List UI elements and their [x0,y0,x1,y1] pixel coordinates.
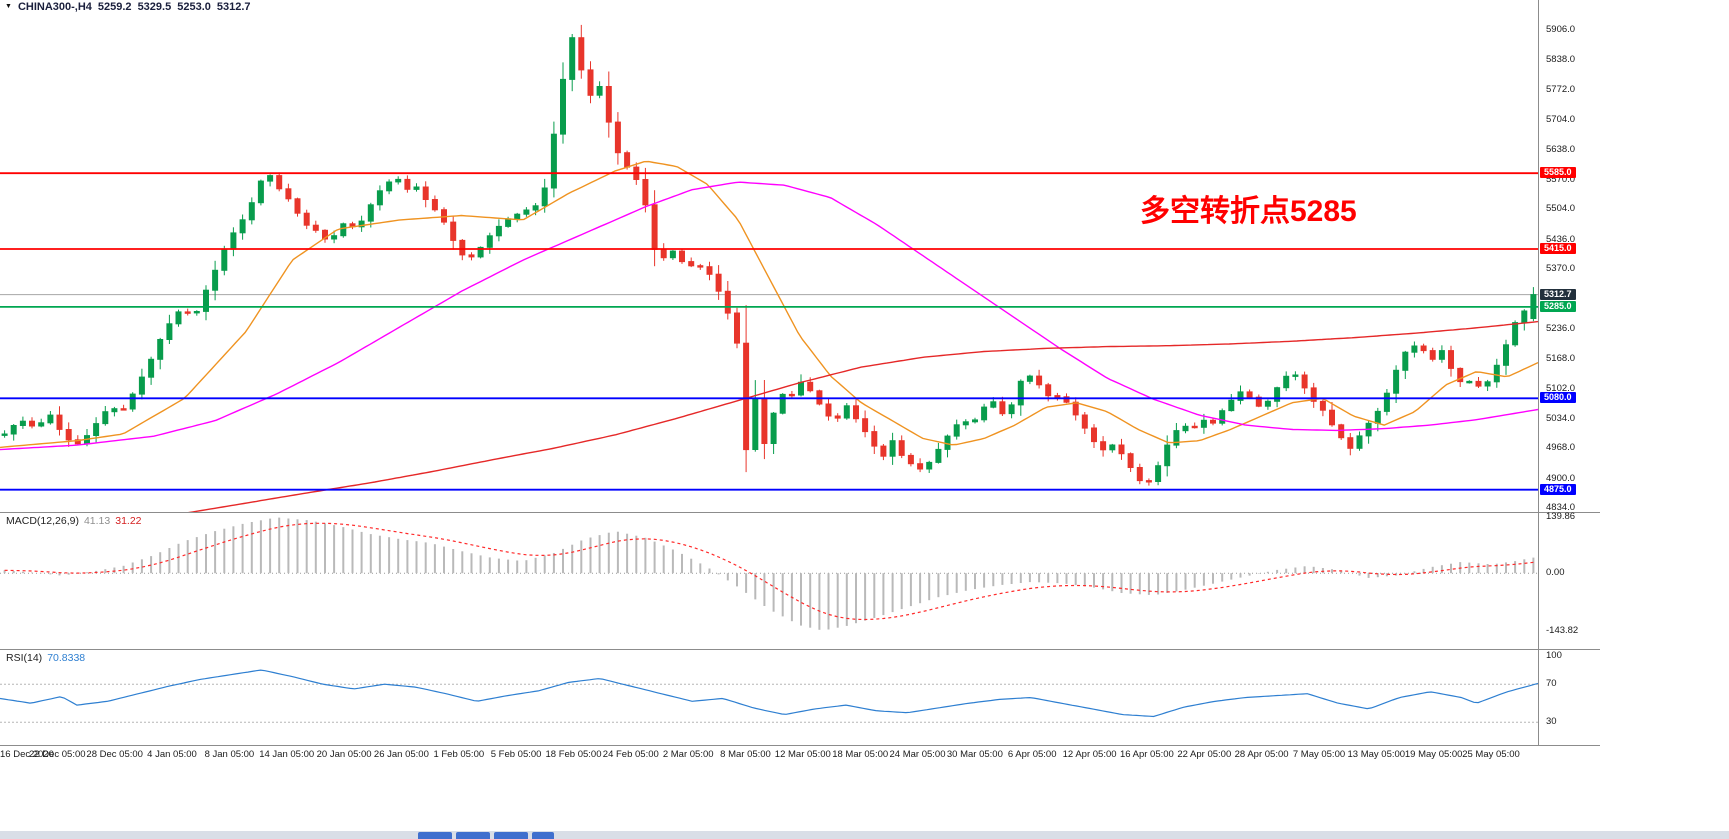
macd-name: MACD(12,26,9) [6,515,79,527]
time-axis-label: 1 Feb 05:00 [433,749,485,760]
macd-signal-value: 31.22 [115,515,142,527]
macd-histogram [3,517,1535,630]
time-axis-label: 12 Apr 05:00 [1062,749,1117,760]
ma-slow-line [188,320,1538,512]
price-scale[interactable]: 5906.0 5838.0 5772.0 5704.0 5638.0 5570.0 5504… [1539,0,1729,770]
taskbar-app-button[interactable] [418,832,452,839]
rsi-line [0,669,1538,718]
main-chart-panel[interactable] [0,14,1538,512]
time-axis-label: 25 May 05:00 [1462,749,1520,760]
rsi-tick-label: 70 [1546,678,1557,690]
price-tick-label: 5906.0 [1546,24,1576,36]
macd-panel[interactable] [0,513,1538,649]
time-axis-label: 18 Feb 05:00 [545,749,602,760]
taskbar-sliver [0,831,1729,839]
price-tick-label: 5436.0 [1546,233,1576,245]
macd-tick-label: 139.86 [1546,511,1576,523]
rsi-tick-label: 30 [1546,716,1557,728]
price-tick-label: 5704.0 [1546,114,1576,126]
time-axis-label: 4 Jan 05:00 [147,749,197,760]
rsi-chart[interactable] [0,650,1538,745]
time-axis-label: 28 Apr 05:00 [1234,749,1289,760]
price-tick-label: 5570.0 [1546,173,1576,185]
level-price-badge: 5415.0 [1540,243,1576,254]
level-price-badge: 5080.0 [1540,392,1576,404]
price-tick-label: 4968.0 [1546,442,1576,454]
macd-indicator-label: MACD(12,26,9) 41.13 31.22 [6,515,142,527]
time-axis-label: 12 Mar 05:00 [774,749,831,760]
price-tick-label: 4834.0 [1546,502,1576,513]
time-axis-label: 30 Mar 05:00 [946,749,1003,760]
level-price-badge: 5585.0 [1540,167,1576,179]
price-tick-label: 5370.0 [1546,263,1576,274]
chart-ohlc-header: ▼ CHINA300-,H4 5259.2 5329.5 5253.0 5312… [0,0,1538,14]
time-axis-label: 24 Feb 05:00 [602,749,659,760]
time-axis-label: 6 Apr 05:00 [1007,749,1057,760]
price-tick-label: 5772.0 [1546,83,1576,95]
bearish-candles [29,24,1482,486]
time-axis-label: 20 Jan 05:00 [316,749,372,760]
taskbar-app-button[interactable] [456,832,490,839]
ohlc-close: 5312.7 [216,1,251,13]
rsi-tick-label: 100 [1546,649,1562,661]
time-axis-label: 28 Dec 05:00 [86,749,143,760]
time-axis-label: 24 Mar 05:00 [889,749,946,760]
price-tick-label: 5838.0 [1546,54,1576,66]
ohlc-open: 5259.2 [97,1,132,13]
time-axis-label: 22 Apr 05:00 [1177,749,1232,760]
symbol-timeframe: CHINA300-,H4 [17,1,92,13]
time-axis[interactable]: 16 Dec 2020 22 Dec 05:00 28 Dec 05:00 4 Jan… [0,745,1600,761]
rsi-value: 70.8338 [47,652,86,664]
ma-fast-line [0,160,1538,449]
taskbar-app-button[interactable] [494,832,528,839]
price-tick-label: 5638.0 [1546,143,1576,155]
ma-mid-line [0,181,1538,451]
price-tick-label: 4900.0 [1546,472,1576,484]
price-tick-label: 5034.0 [1546,412,1576,424]
macd-tick-label: -143.82 [1546,624,1579,636]
panel-separator-main-macd[interactable] [0,512,1600,513]
time-axis-label: 22 Dec 05:00 [29,749,86,760]
ohlc-low: 5253.0 [177,1,211,13]
price-tick-label: 5236.0 [1546,322,1576,334]
time-axis-label: 8 Mar 05:00 [720,749,771,760]
time-axis-label: 2 Mar 05:00 [662,749,714,760]
time-axis-label: 16 Apr 05:00 [1119,749,1174,760]
price-scale-separator [1538,0,1539,746]
macd-value: 41.13 [83,515,111,527]
time-axis-label: 7 May 05:00 [1292,749,1346,760]
time-axis-label: 26 Jan 05:00 [373,749,429,760]
candlestick-chart[interactable] [0,14,1538,512]
time-axis-label: 19 May 05:00 [1404,749,1463,760]
time-axis-label: 14 Jan 05:00 [259,749,315,760]
level-price-badge: 5285.0 [1540,300,1576,312]
symbol-dropdown-marker[interactable]: ▼ [5,3,12,10]
macd-tick-label: 0.00 [1546,567,1565,579]
ohlc-high: 5329.5 [137,1,172,13]
time-axis-label: 18 Mar 05:00 [832,749,889,760]
price-tick-label: 5168.0 [1546,353,1576,365]
macd-signal-line [4,522,1534,621]
bullish-candles [1,34,1537,486]
level-price-badge: 4875.0 [1540,483,1576,495]
time-axis-label: 8 Jan 05:00 [204,749,255,760]
annotation-text: 多空转折点5285 [1140,195,1357,228]
time-axis-label: 5 Feb 05:00 [490,749,542,760]
taskbar-app-button[interactable] [532,832,554,839]
rsi-indicator-label: RSI(14) 70.8338 [6,652,85,664]
price-tick-label: 5102.0 [1546,382,1576,394]
rsi-name: RSI(14) [6,652,43,664]
price-tick-label: 5504.0 [1546,203,1576,215]
macd-chart[interactable] [0,513,1538,649]
current-price-badge: 5312.7 [1540,288,1576,300]
rsi-panel[interactable] [0,650,1538,745]
time-axis-label: 13 May 05:00 [1347,749,1406,760]
time-axis-label: 16 Dec 2020 [0,749,54,760]
panel-separator-macd-rsi[interactable] [0,649,1600,650]
